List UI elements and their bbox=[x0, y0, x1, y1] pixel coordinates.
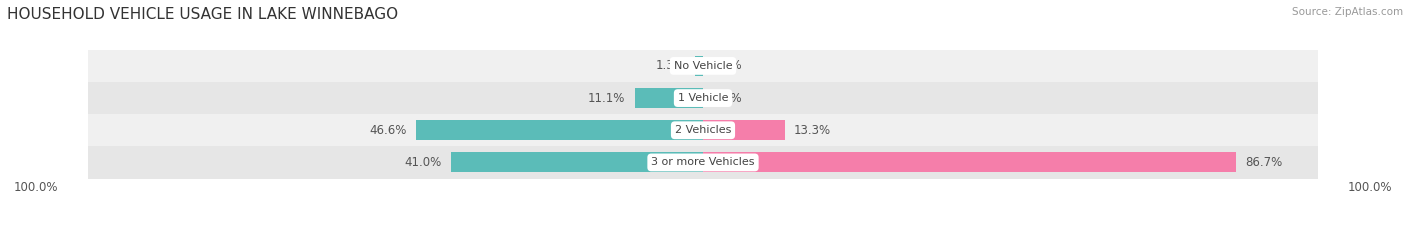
Text: 3 or more Vehicles: 3 or more Vehicles bbox=[651, 158, 755, 168]
Text: 100.0%: 100.0% bbox=[14, 181, 59, 194]
Text: 46.6%: 46.6% bbox=[370, 124, 408, 137]
Text: 11.1%: 11.1% bbox=[588, 92, 626, 105]
Text: 1.3%: 1.3% bbox=[657, 59, 686, 72]
Bar bbox=[703, 152, 1236, 172]
Text: Source: ZipAtlas.com: Source: ZipAtlas.com bbox=[1292, 7, 1403, 17]
Bar bbox=[87, 50, 1319, 82]
Bar bbox=[703, 120, 785, 140]
Text: 86.7%: 86.7% bbox=[1246, 156, 1282, 169]
Text: 0.0%: 0.0% bbox=[713, 92, 742, 105]
Bar bbox=[87, 146, 1319, 178]
Text: No Vehicle: No Vehicle bbox=[673, 61, 733, 71]
Bar bbox=[451, 152, 703, 172]
Text: 41.0%: 41.0% bbox=[405, 156, 441, 169]
Bar bbox=[634, 88, 703, 108]
Bar bbox=[87, 114, 1319, 146]
Bar bbox=[695, 56, 703, 76]
Text: 13.3%: 13.3% bbox=[794, 124, 831, 137]
Text: HOUSEHOLD VEHICLE USAGE IN LAKE WINNEBAGO: HOUSEHOLD VEHICLE USAGE IN LAKE WINNEBAG… bbox=[7, 7, 398, 22]
Bar bbox=[416, 120, 703, 140]
Text: 2 Vehicles: 2 Vehicles bbox=[675, 125, 731, 135]
Bar bbox=[87, 82, 1319, 114]
Text: 1 Vehicle: 1 Vehicle bbox=[678, 93, 728, 103]
Text: 100.0%: 100.0% bbox=[1347, 181, 1392, 194]
Text: 0.0%: 0.0% bbox=[713, 59, 742, 72]
